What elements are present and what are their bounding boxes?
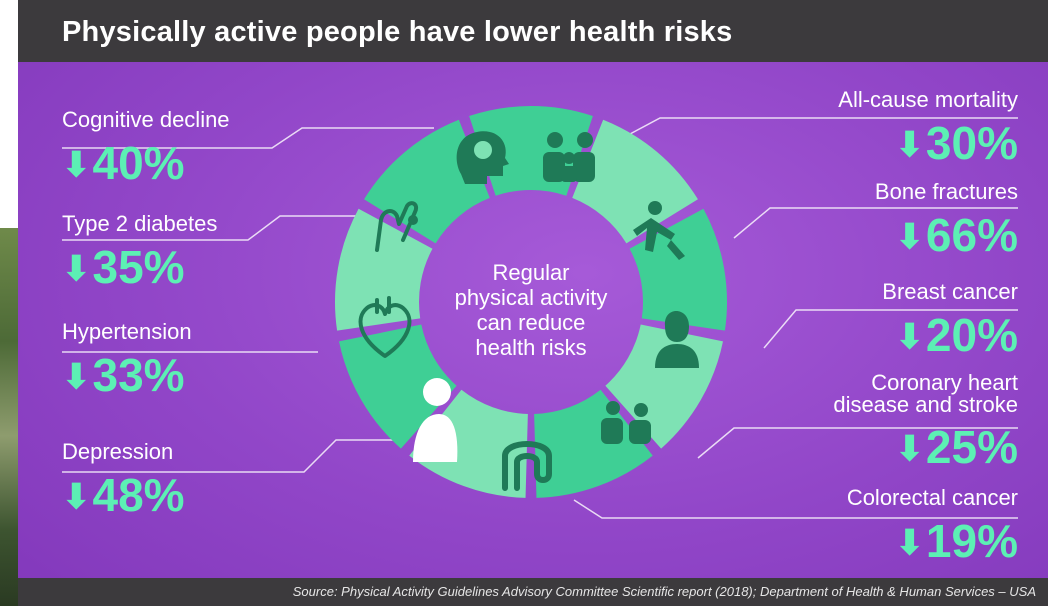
risk-coronary-heart-disease: Coronary heart disease and stroke ⬇25% [833, 372, 1018, 474]
wheel-segment-family [572, 119, 698, 244]
leader-depression [62, 439, 398, 473]
down-arrow-icon: ⬇ [62, 358, 91, 396]
risk-type2-diabetes: Type 2 diabetes ⬇35% [62, 212, 217, 294]
page-title: Physically active people have lower heal… [62, 16, 733, 48]
title-bar: Physically active people have lower heal… [18, 0, 1048, 62]
leader-diabetes [62, 215, 356, 241]
falling-person-icon [633, 201, 685, 260]
wheel-segment-heart [335, 208, 433, 331]
wheel-segment-doctor-patient [534, 389, 653, 498]
infographic-card: Physically active people have lower heal… [18, 0, 1048, 606]
down-arrow-icon: ⬇ [62, 478, 91, 516]
risk-breast-cancer: Breast cancer ⬇20% [882, 280, 1018, 362]
risk-value: ⬇19% [895, 515, 1018, 567]
brain-icon [456, 131, 509, 184]
risk-label-line2: disease and stroke [833, 392, 1018, 417]
down-arrow-icon: ⬇ [62, 146, 91, 184]
center-message: Regular physical activity can reduce hea… [436, 260, 626, 360]
leader-fractures [733, 207, 1018, 239]
source-bar: Source: Physical Activity Guidelines Adv… [18, 578, 1048, 606]
risk-label: Depression [62, 439, 174, 464]
down-arrow-icon: ⬇ [895, 524, 924, 562]
risk-hypertension: Hypertension ⬇33% [62, 320, 192, 402]
risk-value: ⬇40% [62, 137, 185, 189]
leader-cognitive [62, 127, 434, 149]
down-arrow-icon: ⬇ [895, 430, 924, 468]
risk-value: ⬇25% [895, 421, 1018, 473]
risk-label: Cognitive decline [62, 107, 230, 132]
risk-value: ⬇30% [895, 117, 1018, 169]
leader-colorectal [573, 499, 1018, 519]
leader-lines [62, 117, 1018, 519]
risk-value: ⬇35% [62, 241, 185, 293]
risk-all-cause-mortality: All-cause mortality ⬇30% [838, 88, 1018, 170]
woman-icon [655, 311, 699, 368]
leader-mortality [629, 117, 1018, 135]
doctor-patient-icon [601, 401, 651, 444]
risk-label: Bone fractures [874, 179, 1018, 204]
risk-value: ⬇33% [62, 349, 185, 401]
risk-label: Breast cancer [882, 279, 1018, 304]
center-line-2: physical activity [454, 285, 608, 310]
risk-label: Colorectal cancer [846, 485, 1018, 510]
wheel-segment-sad-person [339, 324, 457, 449]
risk-label-line1: Coronary heart [871, 370, 1018, 395]
leader-breast [763, 309, 1018, 349]
risk-label: All-cause mortality [838, 87, 1018, 112]
risk-value: ⬇66% [895, 209, 1018, 261]
activity-wheel [335, 105, 727, 498]
down-arrow-icon: ⬇ [895, 318, 924, 356]
sad-person-icon [413, 378, 458, 462]
risk-value: ⬇48% [62, 469, 185, 521]
leader-coronary [697, 427, 1018, 459]
risk-depression: Depression ⬇48% [62, 440, 185, 522]
risk-cognitive-decline: Cognitive decline ⬇40% [62, 108, 230, 190]
risk-bone-fractures: Bone fractures ⬇66% [875, 180, 1018, 262]
center-line-3: can reduce [476, 310, 586, 335]
wheel-segment-intestine [409, 389, 528, 498]
down-arrow-icon: ⬇ [895, 126, 924, 164]
risk-label: Hypertension [62, 319, 192, 344]
source-citation: Source: Physical Activity Guidelines Adv… [292, 584, 1036, 599]
risk-label: Type 2 diabetes [62, 211, 218, 236]
finger-prick-icon [375, 201, 418, 252]
down-arrow-icon: ⬇ [62, 250, 91, 288]
center-line-4: health risks [475, 335, 587, 360]
down-arrow-icon: ⬇ [895, 218, 924, 256]
heart-icon [358, 296, 412, 358]
center-line-1: Regular [492, 260, 570, 285]
intestine-icon [502, 441, 552, 491]
family-icon [543, 132, 595, 182]
risk-value: ⬇20% [895, 309, 1018, 361]
risk-colorectal-cancer: Colorectal cancer ⬇19% [847, 486, 1018, 568]
